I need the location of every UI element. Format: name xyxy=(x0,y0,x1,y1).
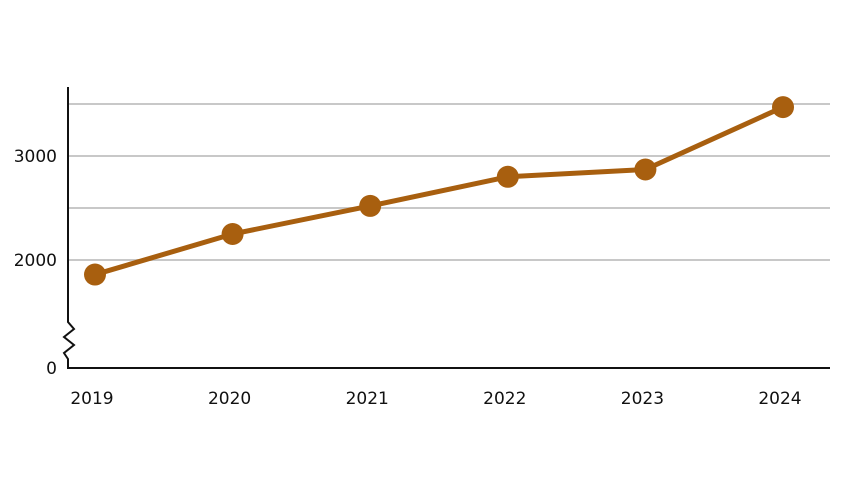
y-tick-label-3000: 3000 xyxy=(14,147,57,167)
gridlines xyxy=(68,103,830,261)
data-point-2024 xyxy=(772,96,794,119)
data-point-2020 xyxy=(221,223,244,245)
series-group xyxy=(84,96,794,286)
data-point-2022 xyxy=(496,165,519,188)
y-tick-label-2000: 2000 xyxy=(14,251,57,271)
y-axis-ticks: 0 2000 3000 xyxy=(14,147,57,379)
y-axis-line xyxy=(62,87,76,369)
x-tick-label-2019: 2019 xyxy=(70,389,113,409)
data-point-2023 xyxy=(634,158,657,181)
data-point-2019 xyxy=(84,263,106,286)
x-tick-label-2021: 2021 xyxy=(346,389,389,409)
series-line xyxy=(92,104,786,278)
x-tick-label-2020: 2020 xyxy=(208,389,251,409)
data-point-2021 xyxy=(359,194,382,217)
y-tick-label-0: 0 xyxy=(46,359,57,379)
x-tick-label-2024: 2024 xyxy=(758,389,801,409)
x-tick-label-2023: 2023 xyxy=(621,389,664,409)
x-axis-ticks: 2019 2020 2021 2022 2023 2024 xyxy=(70,389,801,409)
x-tick-label-2022: 2022 xyxy=(483,389,526,409)
